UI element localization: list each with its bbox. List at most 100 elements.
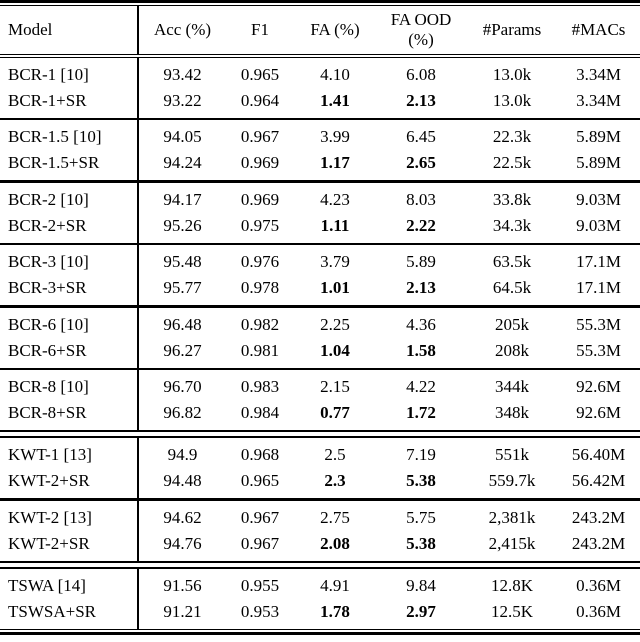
- acc-cell: 95.48: [163, 252, 202, 271]
- f1-cell: 0.955: [240, 575, 280, 595]
- table-row: BCR-1+SR 93.22 0.964 1.41 2.13 13.0k 3.3…: [0, 88, 640, 114]
- model-cell: KWT-2+SR: [8, 533, 90, 553]
- group-separator: [0, 305, 640, 308]
- top-rule: [0, 0, 640, 6]
- f1-cell: 0.965: [240, 471, 280, 490]
- params-cell: 63.5k: [492, 252, 532, 271]
- section-separator: [0, 560, 640, 569]
- acc-cell: 96.70: [163, 377, 202, 396]
- macs-cell: 56.40M: [571, 445, 626, 464]
- f1-cell: 0.976: [240, 252, 280, 271]
- model-cell: BCR-1.5+SR: [8, 153, 100, 172]
- acc-cell: 94.05: [163, 127, 202, 146]
- f1-cell: 0.978: [240, 278, 280, 297]
- table-group-bcr3: BCR-3 [10] 95.48 0.976 3.79 5.89 63.5k 1…: [0, 245, 640, 305]
- params-cell: 205k: [495, 314, 529, 334]
- acc-cell: 94.24: [163, 153, 202, 172]
- f1-cell: 0.984: [240, 403, 280, 422]
- macs-cell: 243.2M: [571, 533, 626, 553]
- acc-cell: 93.42: [163, 64, 202, 84]
- table-header: Model Acc (%) F1 FA (%) FA OOD (%) #Para…: [0, 6, 640, 54]
- model-cell: TSWA [14]: [8, 575, 86, 595]
- table-group-tswa: TSWA [14] 91.56 0.955 4.91 9.84 12.8K 0.…: [0, 568, 640, 629]
- table-row: KWT-2+SR 94.76 0.967 2.08 5.38 2,415k 24…: [0, 531, 640, 557]
- macs-cell: 17.1M: [576, 252, 621, 271]
- acc-cell: 94.48: [163, 471, 202, 490]
- acc-cell: 94.17: [163, 189, 202, 209]
- table-group-bcr15: BCR-1.5 [10] 94.05 0.967 3.99 6.45 22.3k…: [0, 120, 640, 180]
- fa-cell: 1.41: [320, 90, 350, 110]
- acc-cell: 94.9: [167, 445, 198, 464]
- column-header-f1: F1: [251, 20, 269, 39]
- params-cell: 348k: [495, 403, 529, 422]
- fa-cell: 4.23: [320, 189, 350, 209]
- fa-ood-cell: 2.22: [406, 215, 436, 235]
- fa-cell: 2.15: [320, 377, 350, 396]
- params-cell: 64.5k: [492, 278, 532, 297]
- fa-ood-cell: 2.65: [406, 153, 436, 172]
- acc-cell: 91.21: [163, 601, 202, 621]
- macs-cell: 3.34M: [576, 64, 621, 84]
- fa-cell: 1.17: [320, 153, 350, 172]
- table-row: BCR-1.5+SR 94.24 0.969 1.17 2.65 22.5k 5…: [0, 150, 640, 176]
- model-cell: BCR-3+SR: [8, 278, 87, 297]
- fa-ood-cell: 2.97: [406, 601, 436, 621]
- fa-cell: 1.78: [320, 601, 350, 621]
- table-row: BCR-6 [10] 96.48 0.982 2.25 4.36 205k 55…: [0, 312, 640, 338]
- bottom-rule: [0, 628, 640, 635]
- fa-cell: 2.5: [324, 445, 346, 464]
- fa-ood-cell: 8.03: [406, 189, 436, 209]
- section-separator: [0, 430, 640, 438]
- fa-ood-cell: 6.08: [406, 64, 436, 84]
- f1-cell: 0.964: [240, 90, 280, 110]
- fa-cell: 2.3: [324, 471, 346, 490]
- column-header-fa-ood-label: FA OOD (%): [390, 10, 452, 49]
- params-cell: 559.7k: [488, 471, 536, 490]
- model-cell: BCR-3 [10]: [8, 252, 89, 271]
- fa-cell: 1.11: [320, 215, 350, 235]
- table-row: BCR-8 [10] 96.70 0.983 2.15 4.22 344k 92…: [0, 374, 640, 400]
- macs-cell: 3.34M: [576, 90, 621, 110]
- params-cell: 22.5k: [492, 153, 532, 172]
- fa-cell: 3.99: [320, 127, 350, 146]
- table-group-kwt1: KWT-1 [13] 94.9 0.968 2.5 7.19 551k 56.4…: [0, 438, 640, 498]
- fa-ood-cell: 2.13: [406, 278, 436, 297]
- fa-cell: 3.79: [320, 252, 350, 271]
- f1-cell: 0.967: [240, 127, 280, 146]
- column-header-fa: FA (%): [310, 20, 360, 39]
- table-row: BCR-1.5 [10] 94.05 0.967 3.99 6.45 22.3k…: [0, 124, 640, 150]
- fa-ood-cell: 4.22: [406, 377, 436, 396]
- group-separator: [0, 180, 640, 183]
- fa-cell: 1.04: [320, 340, 350, 360]
- table-row: BCR-3+SR 95.77 0.978 1.01 2.13 64.5k 17.…: [0, 275, 640, 301]
- acc-cell: 95.26: [163, 215, 202, 235]
- macs-cell: 0.36M: [576, 601, 621, 621]
- table-row: KWT-2 [13] 94.62 0.967 2.75 5.75 2,381k …: [0, 505, 640, 531]
- model-cell: KWT-2+SR: [8, 471, 90, 490]
- model-cell: BCR-8 [10]: [8, 377, 89, 396]
- fa-cell: 1.01: [320, 278, 350, 297]
- f1-cell: 0.968: [240, 445, 280, 464]
- fa-ood-cell: 5.38: [406, 471, 436, 490]
- table-row: KWT-1 [13] 94.9 0.968 2.5 7.19 551k 56.4…: [0, 442, 640, 468]
- table-row: BCR-2+SR 95.26 0.975 1.11 2.22 34.3k 9.0…: [0, 213, 640, 239]
- params-cell: 344k: [495, 377, 529, 396]
- model-cell: KWT-2 [13]: [8, 507, 92, 527]
- model-cell: BCR-1 [10]: [8, 64, 89, 84]
- fa-cell: 4.10: [320, 64, 350, 84]
- table-row: KWT-2+SR 94.48 0.965 2.3 5.38 559.7k 56.…: [0, 468, 640, 494]
- model-cell: BCR-1+SR: [8, 90, 87, 110]
- f1-cell: 0.969: [240, 153, 280, 172]
- column-header-macs: #MACs: [571, 20, 626, 39]
- column-header-model: Model: [8, 20, 53, 39]
- table-group-bcr2: BCR-2 [10] 94.17 0.969 4.23 8.03 33.8k 9…: [0, 182, 640, 243]
- table-group-bcr6: BCR-6 [10] 96.48 0.982 2.25 4.36 205k 55…: [0, 307, 640, 368]
- model-cell: BCR-8+SR: [8, 403, 87, 422]
- fa-ood-cell: 5.75: [406, 507, 436, 527]
- table-row: TSWA [14] 91.56 0.955 4.91 9.84 12.8K 0.…: [0, 573, 640, 599]
- params-cell: 208k: [495, 340, 529, 360]
- f1-cell: 0.981: [240, 340, 280, 360]
- table-row: BCR-2 [10] 94.17 0.969 4.23 8.03 33.8k 9…: [0, 187, 640, 213]
- macs-cell: 55.3M: [576, 314, 621, 334]
